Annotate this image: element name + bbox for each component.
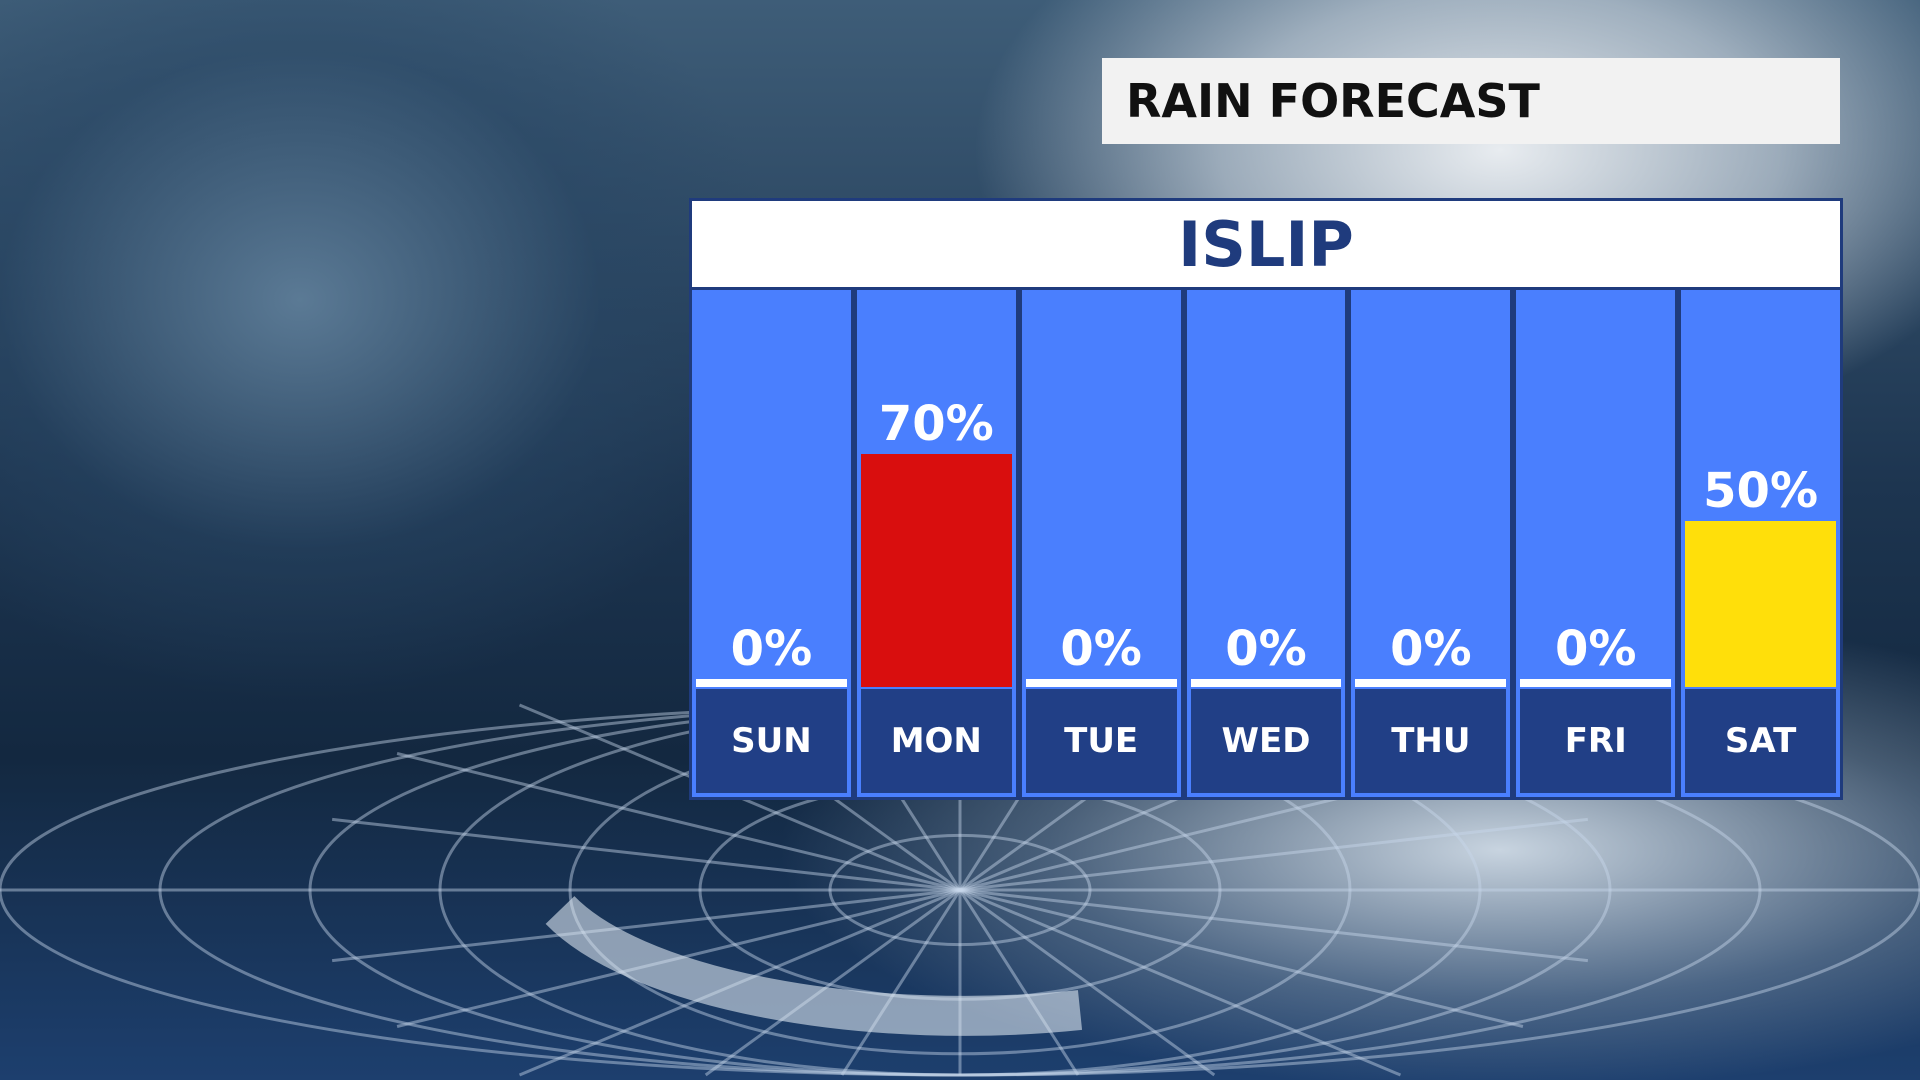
rain-forecast-title-box: RAIN FORECAST [1102, 58, 1840, 144]
day-label: SUN [696, 689, 847, 793]
day-label: SAT [1685, 689, 1837, 793]
bar-mon [860, 453, 1012, 687]
radar-spoke [959, 817, 1589, 892]
radar-spoke [331, 817, 961, 892]
day-column-thu: 0% THU [1351, 290, 1511, 797]
rain-chart: ISLIP 0% SUN 70% MON 0% TUE 0% WED 0% THU 0% FRI 50%… [689, 198, 1843, 800]
value-label: 50% [1703, 462, 1819, 519]
value-label: 0% [1554, 621, 1637, 677]
radar-spoke [958, 889, 1080, 1076]
radar-spoke [840, 889, 962, 1076]
radar-spoke [704, 888, 961, 1077]
bar-area: 0% [1190, 297, 1342, 687]
day-column-mon: 70% MON [856, 290, 1016, 797]
day-column-wed: 0% WED [1186, 290, 1346, 797]
radar-spoke [959, 888, 1402, 1077]
day-column-sun: 0% SUN [692, 290, 851, 797]
radar-spoke [331, 888, 961, 963]
page-title: RAIN FORECAST [1126, 74, 1540, 128]
day-column-tue: 0% TUE [1021, 290, 1181, 797]
bar-area: 0% [696, 297, 847, 687]
bar-area: 0% [1355, 297, 1507, 687]
value-label: 70% [878, 395, 994, 452]
radar-spoke [959, 888, 1524, 1028]
day-label: WED [1190, 689, 1342, 793]
value-label: 0% [730, 621, 813, 677]
day-columns: 0% SUN 70% MON 0% TUE 0% WED 0% THU 0% FRI 50% SAT [692, 287, 1841, 797]
bar-fri [1520, 679, 1672, 687]
radar-ring [828, 833, 1092, 947]
value-label: 0% [1390, 621, 1472, 677]
day-label: THU [1355, 689, 1507, 793]
bar-area: 0% [1520, 297, 1672, 687]
day-column-fri: 0% FRI [1516, 290, 1676, 797]
radar-spoke [959, 888, 1216, 1077]
day-label: FRI [1520, 689, 1672, 793]
day-label: TUE [1025, 689, 1177, 793]
location-title: ISLIP [1178, 207, 1354, 281]
chart-header: ISLIP [692, 201, 1840, 287]
value-label: 0% [1225, 621, 1307, 677]
bar-wed [1190, 679, 1342, 687]
bar-area: 50% [1685, 297, 1837, 687]
bar-area: 70% [860, 297, 1012, 687]
radar-spoke [396, 752, 961, 892]
bar-sat [1685, 520, 1837, 687]
bar-sun [696, 679, 847, 687]
radar-spoke [959, 888, 1589, 963]
bar-tue [1025, 679, 1177, 687]
value-label: 0% [1060, 621, 1142, 677]
day-label: MON [860, 689, 1012, 793]
bar-thu [1355, 679, 1507, 687]
bar-area: 0% [1025, 297, 1177, 687]
day-column-sat: 50% SAT [1681, 290, 1841, 797]
